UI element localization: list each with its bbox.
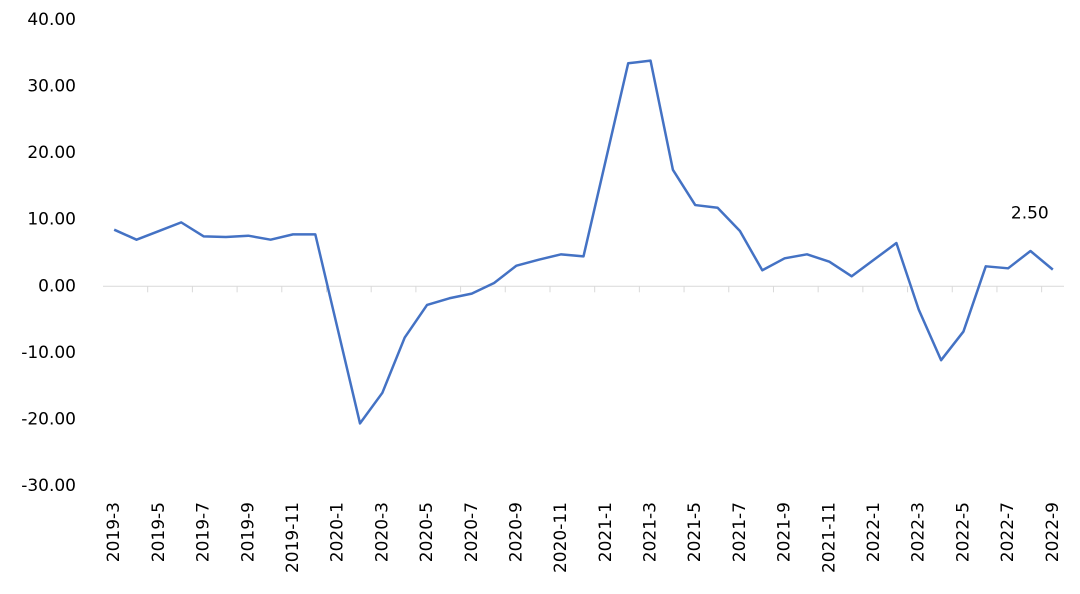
- x-tick-label: 2020-1: [328, 502, 348, 562]
- x-tick-label: 2022-7: [998, 502, 1018, 562]
- x-tick-label: 2019-5: [149, 502, 169, 562]
- x-tick-label: 2020-9: [506, 502, 526, 562]
- x-tick-label: 2020-11: [551, 502, 571, 573]
- y-tick-label: -20.00: [21, 409, 76, 429]
- line-series: [113, 59, 1054, 425]
- x-tick-label: 2020-5: [417, 502, 437, 562]
- x-tick-label: 2021-9: [775, 502, 795, 562]
- x-tick-label: 2022-1: [864, 502, 884, 562]
- x-tick-label: 2020-7: [462, 502, 482, 562]
- y-tick-label: -10.00: [21, 343, 76, 363]
- x-tick-label: 2022-3: [909, 502, 929, 562]
- y-tick-label: 20.00: [27, 143, 76, 163]
- y-tick-label: 10.00: [27, 210, 76, 230]
- x-tick-label: 2022-5: [953, 502, 973, 562]
- x-tick-label: 2022-9: [1043, 502, 1063, 562]
- x-tick-label: 2020-3: [372, 502, 392, 562]
- y-tick-label: -30.00: [21, 476, 76, 496]
- data-label: 2.50: [1011, 204, 1049, 224]
- x-tick-label: 2019-7: [194, 502, 214, 562]
- y-tick-label: 30.00: [27, 77, 76, 97]
- x-tick-label: 2019-9: [238, 502, 258, 562]
- x-tick-label: 2021-3: [641, 502, 661, 562]
- x-tick-label: 2019-11: [283, 502, 303, 573]
- x-tick-label: 2021-1: [596, 502, 616, 562]
- x-tick-label: 2021-7: [730, 502, 750, 562]
- x-tick-label: 2021-11: [819, 502, 839, 573]
- y-tick-label: 40.00: [27, 10, 76, 30]
- x-tick-label: 2019-3: [104, 502, 124, 562]
- y-tick-label: 0.00: [38, 276, 76, 296]
- x-tick-label: 2021-5: [685, 502, 705, 562]
